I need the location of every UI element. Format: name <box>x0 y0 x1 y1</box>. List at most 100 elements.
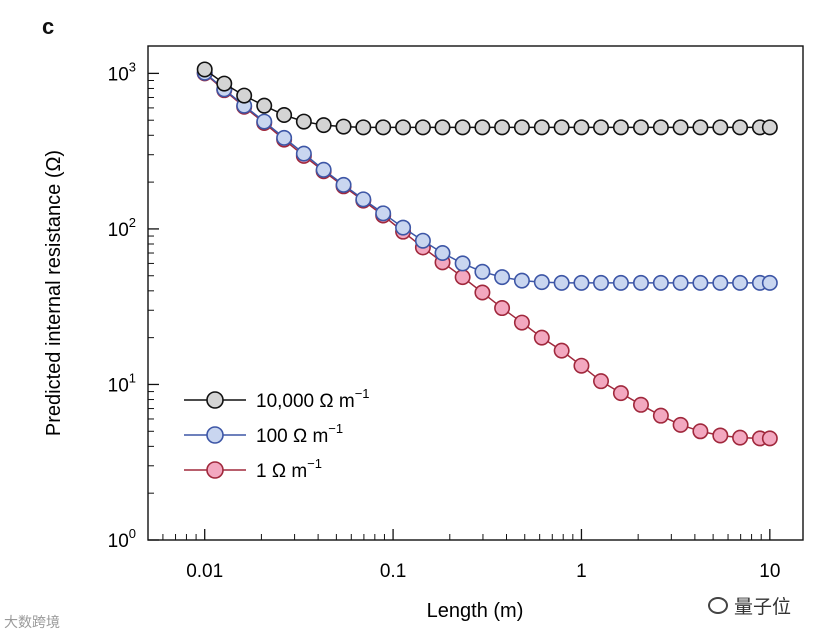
data-point <box>612 119 629 136</box>
data-point <box>375 205 392 222</box>
data-point <box>355 191 372 208</box>
x-tick-label: 1 <box>576 561 587 582</box>
data-point <box>216 75 233 92</box>
panel-label: c <box>42 14 55 39</box>
data-point <box>553 119 570 136</box>
data-point <box>672 416 689 433</box>
y-tick-label: 101 <box>108 370 136 396</box>
legend-marker <box>206 426 224 444</box>
data-point <box>732 119 749 136</box>
data-point <box>395 119 412 136</box>
data-point <box>732 274 749 291</box>
data-point <box>454 255 471 272</box>
data-point <box>315 161 332 178</box>
data-point <box>553 342 570 359</box>
chat-icon <box>708 597 728 614</box>
y-axis-label: Predicted internal resistance (Ω) <box>43 150 65 436</box>
data-point <box>692 274 709 291</box>
data-point <box>712 427 729 444</box>
data-point <box>276 107 293 124</box>
data-point <box>632 119 649 136</box>
y-tick-label: 103 <box>108 59 136 85</box>
data-point <box>414 232 431 249</box>
data-point <box>612 274 629 291</box>
data-point <box>612 385 629 402</box>
series-line <box>204 72 770 284</box>
data-point <box>295 145 312 162</box>
data-point <box>474 119 491 136</box>
data-point <box>761 430 778 447</box>
data-point <box>732 429 749 446</box>
series-gray <box>196 61 778 136</box>
x-tick-label: 10 <box>759 561 780 582</box>
data-point <box>533 119 550 136</box>
legend-marker <box>206 461 224 479</box>
legend-label: 1 Ω m−1 <box>256 456 322 482</box>
data-point <box>256 113 273 130</box>
x-axis-label: Length (m) <box>427 600 524 622</box>
data-point <box>712 274 729 291</box>
legend-item-gray: 10,000 Ω m−1 <box>184 386 370 412</box>
data-point <box>276 129 293 146</box>
data-point <box>454 269 471 286</box>
data-point <box>355 119 372 136</box>
data-point <box>474 263 491 280</box>
data-point <box>533 274 550 291</box>
data-point <box>414 119 431 136</box>
data-point <box>335 176 352 193</box>
series-blue <box>196 64 778 291</box>
legend: 10,000 Ω m−1 100 Ω m−1 1 Ω m−1 <box>184 386 370 482</box>
data-point <box>573 119 590 136</box>
data-point <box>513 119 530 136</box>
data-point <box>315 117 332 134</box>
data-point <box>494 119 511 136</box>
axis-ticks: 0.01 0.1 1 10 100 101 102 103 <box>108 59 781 582</box>
data-point <box>513 272 530 289</box>
y-tick-label: 100 <box>108 526 136 552</box>
data-point <box>434 245 451 262</box>
data-point <box>494 269 511 286</box>
y-tick-label: 102 <box>108 215 136 241</box>
watermark-left: 大数跨境 <box>4 615 60 631</box>
data-point <box>672 119 689 136</box>
data-point <box>494 300 511 317</box>
data-point <box>434 119 451 136</box>
data-point <box>593 373 610 390</box>
data-point <box>652 407 669 424</box>
data-point <box>593 119 610 136</box>
data-point <box>295 113 312 130</box>
data-point <box>761 119 778 136</box>
watermark-right-text: 量子位 <box>734 596 792 618</box>
legend-item-pink: 1 Ω m−1 <box>184 456 322 482</box>
data-point <box>553 274 570 291</box>
data-point <box>652 119 669 136</box>
data-point <box>761 274 778 291</box>
plot-frame <box>147 45 804 541</box>
data-point <box>236 87 253 104</box>
data-point <box>375 119 392 136</box>
data-point <box>395 219 412 236</box>
data-point <box>513 314 530 331</box>
data-point <box>474 284 491 301</box>
data-point <box>593 274 610 291</box>
data-point <box>573 357 590 374</box>
data-point <box>256 97 273 114</box>
data-point <box>632 274 649 291</box>
data-point <box>533 329 550 346</box>
data-point <box>692 423 709 440</box>
legend-label: 10,000 Ω m−1 <box>256 386 370 412</box>
x-tick-label: 0.1 <box>380 561 406 582</box>
data-point <box>712 119 729 136</box>
legend-marker <box>206 391 224 409</box>
legend-item-blue: 100 Ω m−1 <box>184 421 343 447</box>
watermark-right: 量子位 <box>708 592 791 619</box>
data-point <box>672 274 689 291</box>
data-point <box>692 119 709 136</box>
data-point <box>454 119 471 136</box>
data-point <box>632 396 649 413</box>
legend-label: 100 Ω m−1 <box>256 421 343 447</box>
data-point <box>196 61 213 78</box>
data-point <box>652 274 669 291</box>
data-point <box>335 118 352 135</box>
